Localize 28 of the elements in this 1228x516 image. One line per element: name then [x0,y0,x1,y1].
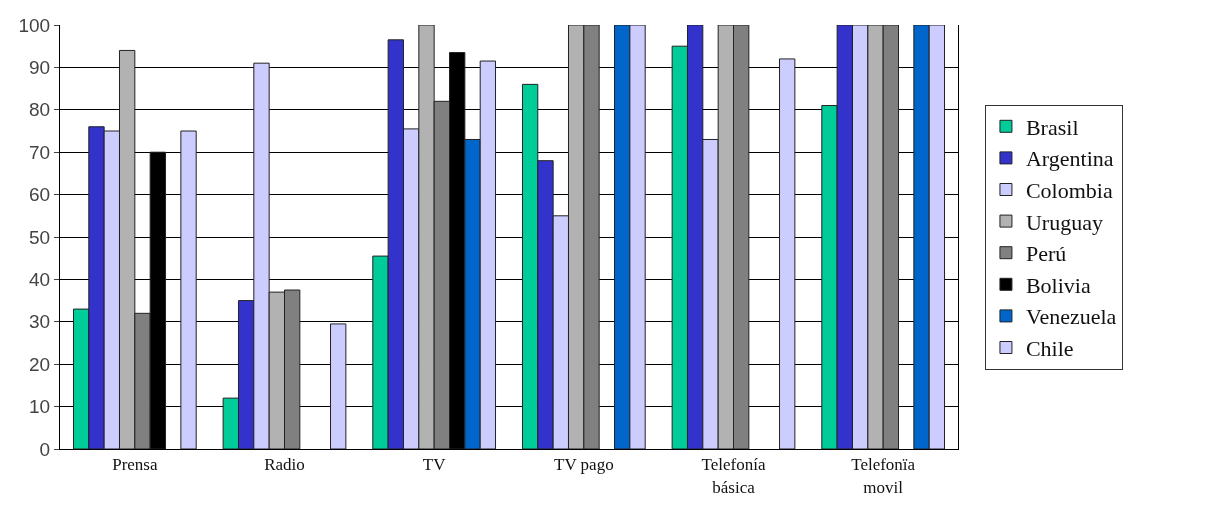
y-tick-label: 80 [29,99,51,121]
y-tick-label: 30 [29,311,51,333]
bar [330,323,347,449]
x-tick-label: Radio [264,455,305,475]
legend-label: Argentina [1025,146,1114,172]
legend-label: Brasil [1025,114,1079,140]
x-tick-label: TV [422,455,447,475]
y-tick-label: 70 [29,141,51,163]
x-tick-label: Telefonía básica [701,455,766,497]
x-tick-label: Prensa [112,455,158,475]
y-tick-label: 90 [29,57,51,79]
legend-label: Venezuela [1025,304,1117,330]
legend-label: Colombia [1025,178,1113,204]
y-tick-label: 0 [39,438,51,460]
y-tick-label: 100 [18,14,51,36]
bar [779,58,796,449]
y-tick-label: 40 [29,269,51,291]
legend-label: Chile [1025,336,1074,362]
legend-label: Bolivia [1025,272,1091,298]
y-tick-label: 50 [29,226,51,248]
y-tick-label: 60 [29,184,51,206]
bar [180,130,197,449]
x-tick-label: Telefonïa movil [851,455,916,497]
x-tick-label: TV pago [554,455,614,475]
y-tick-label: 20 [29,353,51,375]
y-tick-label: 10 [29,396,51,418]
legend-label: Perú [1025,241,1067,267]
legend-label: Uruguay [1025,209,1103,235]
